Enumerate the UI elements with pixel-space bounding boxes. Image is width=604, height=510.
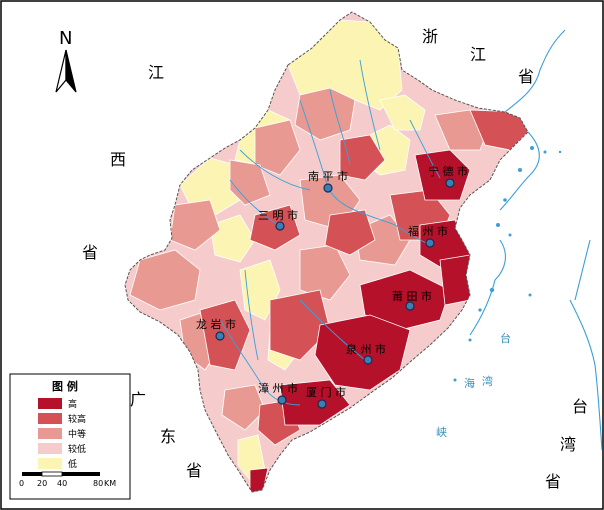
legend-label-0: 高 bbox=[68, 398, 77, 410]
guangdong-char-1: 广 bbox=[130, 390, 146, 409]
city-label-zhangzhou: 漳 州 市 bbox=[258, 381, 298, 395]
city-label-xiamen: 厦 门 市 bbox=[306, 385, 346, 399]
legend-label-1: 较高 bbox=[68, 413, 86, 425]
legend-label-4: 低 bbox=[68, 458, 77, 470]
legend-swatch-3 bbox=[38, 443, 62, 454]
city-marker-quanzhou[interactable] bbox=[363, 355, 373, 365]
jiangxi-char-1: 江 bbox=[148, 63, 164, 82]
region-labels: 浙 江 省 江 西 省 广 东 省 台 湾 省 bbox=[82, 27, 588, 491]
islands bbox=[453, 146, 562, 382]
city-label-sanming: 三 明 市 bbox=[258, 208, 298, 222]
scale-tick-80: 80 bbox=[93, 479, 103, 488]
scale-bar: 0 20 40 80 KM bbox=[19, 471, 116, 488]
north-arrow: N bbox=[55, 28, 77, 93]
city-marker-putian[interactable] bbox=[405, 301, 415, 311]
sea-labels: 台 湾 海 峡 bbox=[436, 331, 511, 439]
city-label-putian: 莆 田 市 bbox=[392, 289, 432, 303]
jiangxi-char-3: 省 bbox=[82, 243, 98, 262]
legend-label-3: 较低 bbox=[68, 443, 86, 455]
city-label-quanzhou: 泉 州 市 bbox=[346, 342, 386, 356]
taiwan-char-3: 省 bbox=[545, 472, 561, 491]
legend-swatch-1 bbox=[38, 413, 62, 424]
rivers bbox=[219, 59, 441, 406]
scale-tick-0: 0 bbox=[19, 479, 24, 488]
zhejiang-char-3: 省 bbox=[518, 67, 534, 86]
city-marker-longyan[interactable] bbox=[215, 331, 225, 341]
city-marker-ningde[interactable] bbox=[445, 178, 455, 188]
zhejiang-char-2: 江 bbox=[470, 45, 486, 64]
city-marker-fuzhou[interactable] bbox=[425, 238, 435, 248]
city-label-ningde: 宁 德 市 bbox=[428, 164, 468, 178]
legend-swatch-0 bbox=[38, 398, 62, 409]
coastline-water bbox=[469, 29, 603, 451]
scale-tick-20: 20 bbox=[37, 479, 47, 488]
taiwan-char-2: 湾 bbox=[560, 435, 576, 454]
scale-unit: KM bbox=[104, 479, 116, 488]
jiangxi-char-2: 西 bbox=[110, 150, 126, 169]
city-marker-zhangzhou[interactable] bbox=[277, 395, 287, 405]
north-arrow-label: N bbox=[59, 28, 72, 49]
zhejiang-char-1: 浙 bbox=[422, 27, 438, 46]
scale-tick-40: 40 bbox=[57, 479, 67, 488]
guangdong-char-3: 省 bbox=[186, 461, 202, 480]
legend-title: 图 例 bbox=[52, 379, 78, 393]
guangdong-char-2: 东 bbox=[160, 427, 176, 446]
legend-box bbox=[9, 373, 131, 500]
city-labels: 南 平 市 宁 德 市 三 明 市 福 州 市 莆 田 市 龙 岩 市 泉 州 … bbox=[196, 164, 468, 399]
city-marker-sanming[interactable] bbox=[275, 221, 285, 231]
legend-swatch-4 bbox=[38, 458, 62, 469]
city-label-nanping: 南 平 市 bbox=[308, 169, 348, 183]
strait-char-4: 峡 bbox=[436, 425, 447, 439]
city-label-fuzhou: 福 州 市 bbox=[408, 224, 448, 238]
north-arrow-right-icon bbox=[65, 49, 77, 93]
taiwan-char-1: 台 bbox=[572, 397, 588, 416]
city-marker-xiamen[interactable] bbox=[317, 399, 327, 409]
city-label-longyan: 龙 岩 市 bbox=[196, 317, 236, 331]
city-marker-nanping[interactable] bbox=[323, 183, 333, 193]
city-markers bbox=[215, 178, 455, 409]
legend-swatch-2 bbox=[38, 428, 62, 439]
strait-char-2: 湾 bbox=[482, 374, 493, 388]
legend-label-2: 中等 bbox=[68, 428, 86, 440]
strait-char-3: 海 bbox=[464, 376, 475, 390]
strait-char-1: 台 bbox=[500, 331, 511, 345]
